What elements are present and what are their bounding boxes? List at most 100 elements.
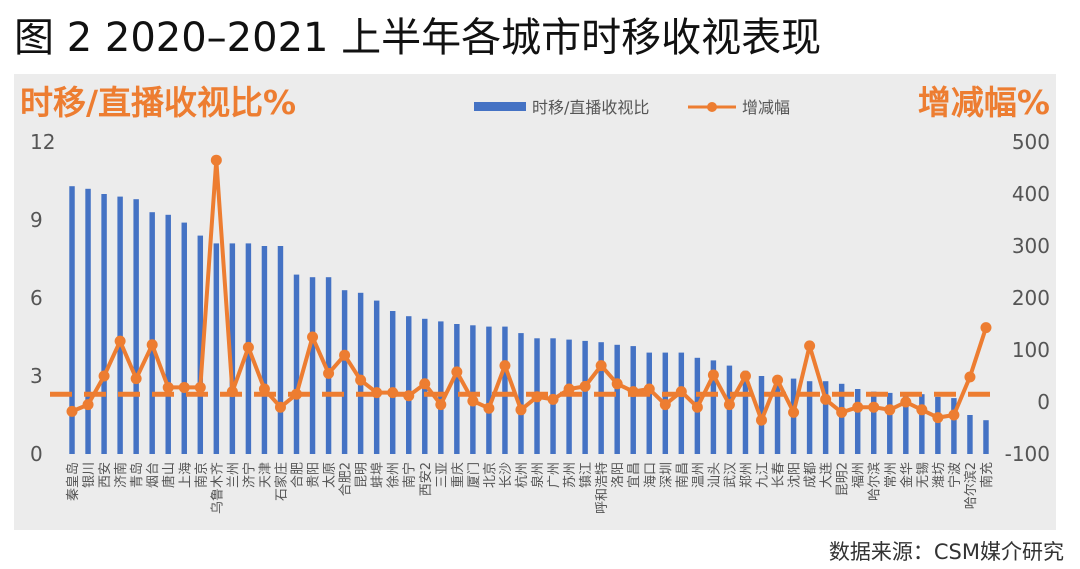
line-point [291,388,302,400]
line-point [579,380,591,392]
x-tick-label: 郑州 [739,462,754,488]
line-point [499,360,511,372]
line-point [964,371,976,383]
line-point [242,341,254,353]
y-left-tick-label: 9 [30,208,43,232]
bar [309,277,316,454]
chart-area: 时移/直播收视比% 增减幅% 时移/直播收视比 增减幅 0 3 6 9 12 -100 0… [14,74,1056,530]
bar [983,420,989,454]
line-point [707,369,719,381]
x-tick-label: 兰州 [226,462,241,488]
x-tick-label: 蚌埠 [371,462,386,488]
x-axis-labels: 秦皇岛 银川 西安 济南 青岛 烟台 唐山 上海 南京 乌鲁木齐 兰州 济宁 天津 石家庄 合肥 贵阳 太原 合肥… [65,462,995,514]
y-right-tick-label: 200 [1012,286,1050,310]
bar [838,383,845,454]
bar [518,333,524,454]
x-tick-label: 金华 [899,462,915,488]
y-right-tick-label: 500 [1012,130,1050,154]
x-tick-label: 南昌 [674,462,690,488]
bar [229,243,236,454]
y-left-tick-label: 3 [30,364,43,388]
x-tick-label: 宜昌 [627,462,642,488]
bar [117,196,123,454]
line-point [178,381,190,393]
line-point [226,386,238,398]
line-point [868,401,880,413]
y-right-tick-label: 400 [1012,182,1050,206]
bar [614,344,620,454]
x-tick-label: 天津 [258,462,273,488]
x-tick-label: 银川 [82,462,97,488]
x-tick-label: 济宁 [241,462,257,488]
x-tick-label: 乌鲁木齐 [209,462,225,514]
x-tick-label: 石家庄 [273,462,289,501]
line-point [739,370,751,382]
x-tick-label: 太原 [323,462,338,488]
line-point [916,404,928,416]
bar [277,246,284,454]
bar [919,394,925,454]
x-tick-label: 长春 [772,462,787,488]
y-right-tick-label: 100 [1012,338,1050,362]
bar [470,325,476,454]
line-point [723,399,735,411]
line-point [403,390,415,402]
x-tick-label: 温州 [691,462,706,488]
line-point [323,367,335,379]
y-left-tick-label: 6 [30,286,43,310]
line-point [852,401,864,413]
x-tick-label: 泉州 [530,462,546,488]
x-tick-label: 三亚 [435,462,450,488]
line-point [371,387,383,399]
line-point [339,349,351,361]
x-tick-label: 潍坊 [932,462,947,488]
y-right-tick-label: -100 [1005,442,1050,466]
bar [213,243,220,454]
bar [582,340,588,454]
x-tick-label: 西安 [98,462,113,488]
x-tick-label: 合肥2 [339,462,354,496]
bar [742,370,749,454]
line-point [483,402,495,414]
x-tick-label: 洛阳 [611,462,626,488]
y-right-tick-label: 300 [1012,234,1050,258]
x-tick-label: 北京 [483,462,498,488]
x-tick-label: 重庆 [450,462,466,488]
bar [502,326,508,454]
x-tick-label: 徐州 [387,462,402,488]
x-tick-label: 沈阳 [788,462,803,488]
line-point [932,412,944,424]
x-tick-label: 哈尔滨2 [963,462,979,509]
x-tick-label: 成都 [804,462,819,488]
line-point [451,366,463,378]
line-point [162,381,174,393]
bar [149,212,155,454]
bar [630,346,636,454]
figure-title: 图 2 2020–2021 上半年各城市时移收视表现 [14,15,822,61]
x-tick-label: 合肥 [291,462,306,488]
source-note: 数据来源：CSM媒介研究 [828,540,1064,564]
x-tick-label: 无锡 [916,462,931,488]
line-point [130,373,142,385]
bar [566,339,572,454]
x-tick-label: 深圳 [659,462,674,488]
x-tick-label: 杭州 [515,462,530,488]
line-point [643,383,655,395]
line-point [691,401,703,413]
line-point [82,399,94,411]
x-tick-label: 苏州 [562,462,578,488]
line-point [355,374,367,386]
x-tick-label: 九江 [756,462,771,488]
bar [935,396,941,454]
x-tick-label: 唐山 [161,462,177,488]
x-tick-label: 呼和浩特 [595,462,610,514]
bar [454,324,460,454]
bar [293,274,300,454]
line-series [66,154,992,426]
x-tick-label: 上海 [178,462,193,488]
x-tick-label: 汕头 [707,462,722,488]
bar [197,235,204,454]
line-point [804,340,816,352]
line-point [900,396,912,408]
bar [710,360,717,454]
